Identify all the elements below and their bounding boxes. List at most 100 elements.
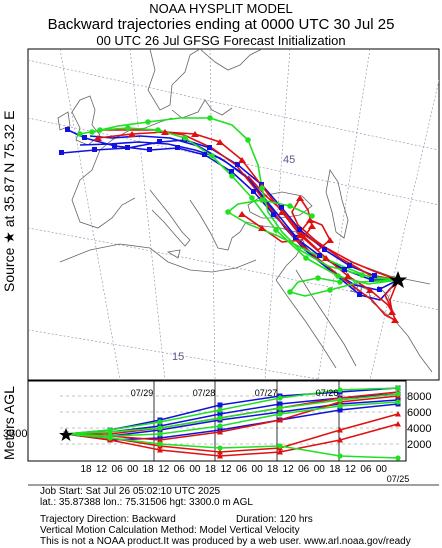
height-profile-marker [337, 401, 343, 407]
trajectory-green-3 [91, 117, 399, 281]
graticule-label-45: 45 [283, 154, 295, 166]
height-profile-line [65, 393, 399, 435]
date-label: 07/28 [193, 388, 216, 398]
date-label: 07/27 [255, 388, 278, 398]
x-tick-label: 00 [189, 464, 201, 475]
trajectory-markers [59, 115, 399, 323]
height-profile-marker [107, 433, 113, 439]
height-profile-marker [277, 417, 283, 423]
x-tick-label: 06 [236, 464, 248, 475]
y-tick-label: 2000 [407, 439, 431, 451]
height-profile-marker [107, 433, 113, 439]
height-profile-line [65, 413, 399, 453]
graticule-label-30: 30 [350, 283, 362, 295]
x-tick-labels: 18 12 06 00 18 12 06 00 18 12 06 00 18 12 06 00 18 12 06 00 [80, 464, 387, 475]
height-profile-marker [63, 431, 69, 437]
x-tick-label: 00 [376, 464, 388, 475]
height-profile-marker [277, 445, 283, 451]
height-profile-marker [107, 427, 113, 433]
height-profile-marker [63, 431, 69, 437]
height-profile-line [65, 423, 399, 457]
height-profile-marker [217, 417, 223, 423]
height-profile-marker [63, 431, 69, 437]
page-subtitle: 00 UTC 26 Jul GFSG Forecast Initializati… [96, 33, 346, 48]
height-profile-marker [395, 389, 401, 395]
height-profile-marker [395, 385, 401, 391]
trajectory-blue-1 [61, 139, 399, 281]
height-profile-marker [277, 393, 283, 399]
x-tick-label: 12 [220, 464, 232, 475]
height-profile-marker [157, 443, 163, 449]
height-profile-marker [217, 429, 223, 435]
height-profile-marker [107, 433, 113, 439]
height-profile-marker [157, 447, 163, 453]
height-profile-marker [395, 393, 401, 399]
height-profile-marker [63, 431, 69, 437]
height-profile-marker [107, 427, 113, 433]
height-profile-line [65, 387, 399, 435]
height-profile-marker [337, 427, 343, 433]
star-icon [389, 271, 407, 288]
height-profile-marker [217, 415, 223, 421]
trajectory-red-1 [97, 131, 399, 313]
height-profile-marker [157, 425, 163, 431]
height-profile-marker [337, 395, 343, 401]
duration-text: Duration: 120 hrs [236, 514, 313, 525]
x-tick-label: 18 [329, 464, 341, 475]
start-star-icon [59, 428, 73, 441]
height-profile-marker [217, 427, 223, 433]
height-profile-marker [157, 435, 163, 441]
height-profile-marker [395, 391, 401, 397]
y-tick-labels: 8000 6000 4000 2000 [407, 391, 431, 451]
trajectory-red-4 [241, 197, 399, 281]
map-frame [27, 48, 440, 381]
height-profile-line [65, 401, 399, 437]
height-profile-marker [277, 401, 283, 407]
height-profile-marker [217, 423, 223, 429]
date-separators [153, 381, 340, 461]
height-profile-marker [63, 431, 69, 437]
height-profile-marker [395, 411, 401, 417]
y-tick-label: 4000 [407, 423, 431, 435]
trajectory-blue-2 [67, 129, 398, 281]
direction-text: Trajectory Direction: Backward [40, 514, 176, 525]
height-profile-marker [277, 443, 283, 449]
height-profile-marker [157, 427, 163, 433]
model-name: NOAA HYSPLIT MODEL [149, 1, 293, 16]
height-profile-marker [277, 409, 283, 415]
disclaimer-text: This is not a NOAA product.It was produc… [40, 536, 411, 547]
height-profile-marker [217, 415, 223, 421]
date-label: 07/29 [131, 388, 154, 398]
height-profile-marker [337, 397, 343, 403]
x-tick-label: 06 [298, 464, 310, 475]
height-chart-frame [27, 380, 407, 462]
height-profile-layer [63, 385, 401, 461]
height-profile-marker [217, 411, 223, 417]
x-tick-label: 00 [252, 464, 264, 475]
x-tick-label: 06 [174, 464, 186, 475]
trajectories [61, 117, 399, 321]
x-tick-label: 12 [345, 464, 357, 475]
x-tick-label: 12 [96, 464, 108, 475]
date-label: 07/25 [387, 474, 410, 484]
x-tick-label: 18 [267, 464, 279, 475]
height-profile-marker [217, 407, 223, 413]
height-profile-line [65, 387, 399, 435]
y-tick-label: 6000 [407, 407, 431, 419]
height-profile-marker [277, 449, 283, 455]
trajectory-blue-3 [79, 141, 399, 291]
height-profile-line [65, 393, 399, 435]
x-tick-label: 18 [80, 464, 92, 475]
trajectory-green-1 [227, 199, 399, 281]
height-profile-marker [217, 453, 223, 459]
height-profile-marker [337, 437, 343, 443]
height-profile-marker [157, 437, 163, 443]
height-profile-marker [395, 385, 401, 391]
height-profile-marker [277, 405, 283, 411]
height-profile-marker [337, 395, 343, 401]
height-profile-marker [395, 399, 401, 405]
height-profile-line [65, 403, 399, 441]
height-profile-line [65, 433, 399, 459]
height-profile-line [66, 391, 399, 435]
